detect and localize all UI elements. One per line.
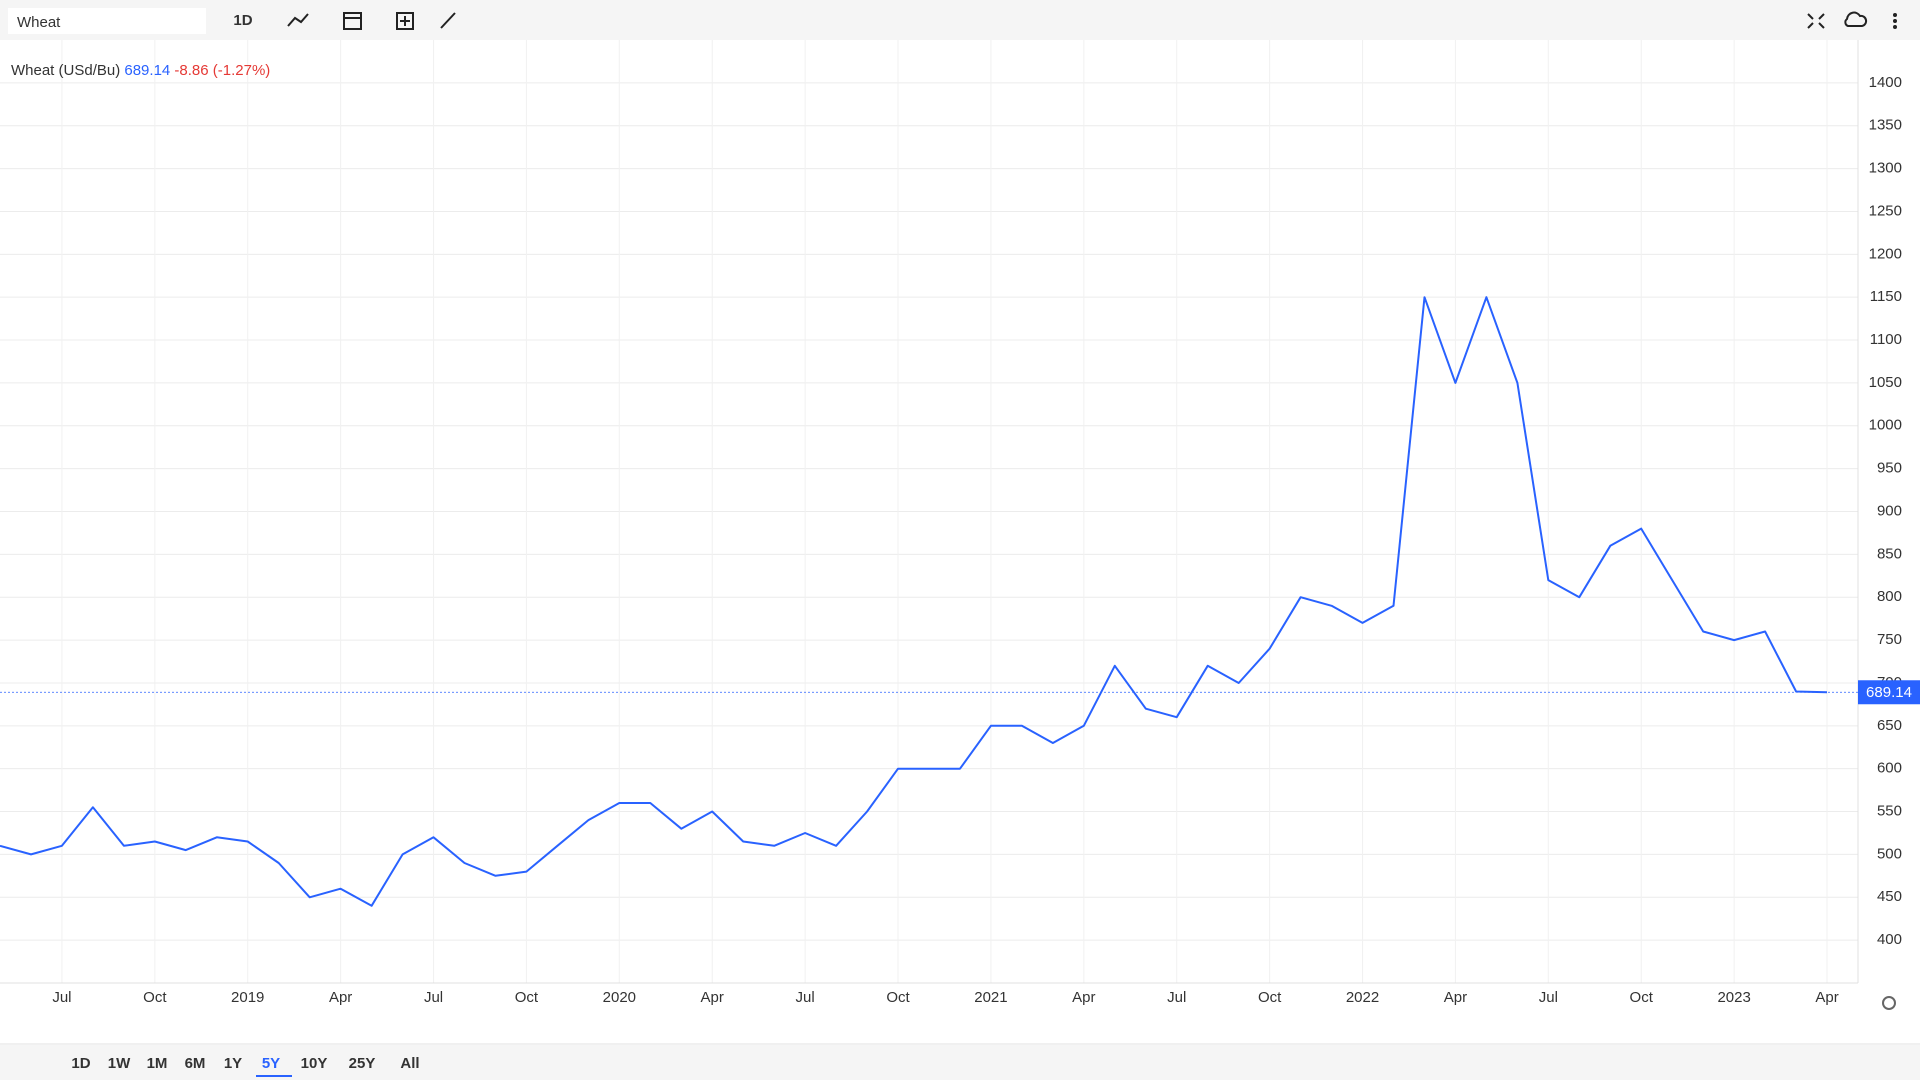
y-tick-label: 500 bbox=[1877, 845, 1902, 862]
range-button[interactable]: 5Y bbox=[262, 1055, 280, 1072]
x-tick-label: Oct bbox=[886, 989, 910, 1006]
y-tick-label: 1000 bbox=[1869, 417, 1902, 434]
x-tick-label: Jul bbox=[52, 989, 71, 1006]
range-button[interactable]: 1W bbox=[108, 1055, 131, 1072]
collapse-icon[interactable] bbox=[1807, 13, 1825, 29]
x-tick-label: Oct bbox=[1630, 989, 1654, 1006]
x-tick-label: Apr bbox=[1072, 989, 1095, 1006]
x-tick-label: Apr bbox=[1444, 989, 1467, 1006]
menu-icon[interactable] bbox=[1893, 13, 1897, 29]
range-button[interactable]: 10Y bbox=[301, 1055, 328, 1072]
y-tick-label: 850 bbox=[1877, 545, 1902, 562]
settings-icon[interactable] bbox=[1882, 996, 1896, 1010]
range-button[interactable]: 25Y bbox=[349, 1055, 376, 1072]
last-price-label: 689.14 bbox=[1866, 684, 1912, 701]
chart-type-icon[interactable] bbox=[287, 13, 309, 27]
y-tick-label: 1350 bbox=[1869, 117, 1902, 134]
x-tick-label: 2022 bbox=[1346, 989, 1379, 1006]
range-button[interactable]: 6M bbox=[185, 1055, 206, 1072]
calendar-icon[interactable] bbox=[343, 12, 362, 30]
y-tick-label: 750 bbox=[1877, 631, 1902, 648]
active-range-underline bbox=[256, 1075, 292, 1077]
y-tick-label: 400 bbox=[1877, 931, 1902, 948]
y-tick-label: 1200 bbox=[1869, 245, 1902, 262]
range-button[interactable]: 1Y bbox=[224, 1055, 242, 1072]
x-tick-label: Apr bbox=[1815, 989, 1838, 1006]
x-tick-label: Jul bbox=[796, 989, 815, 1006]
axes: 4004505005506006507007508008509009501000… bbox=[52, 74, 1920, 1006]
y-tick-label: 950 bbox=[1877, 460, 1902, 477]
x-tick-label: Oct bbox=[515, 989, 539, 1006]
interval-button[interactable]: 1D bbox=[233, 12, 252, 29]
add-icon[interactable] bbox=[396, 12, 414, 30]
price-line bbox=[0, 296, 1828, 907]
search-text[interactable]: Wheat bbox=[17, 14, 61, 31]
legend-change: -8.86 (-1.27%) bbox=[174, 62, 270, 79]
x-tick-label: 2021 bbox=[974, 989, 1007, 1006]
legend: Wheat (USd/Bu) 689.14 -8.86 (-1.27%) bbox=[11, 62, 270, 79]
y-tick-label: 900 bbox=[1877, 502, 1902, 519]
x-tick-label: Apr bbox=[701, 989, 724, 1006]
range-button[interactable]: 1D bbox=[71, 1055, 90, 1072]
y-tick-label: 1400 bbox=[1869, 74, 1902, 91]
y-tick-label: 1250 bbox=[1869, 202, 1902, 219]
x-tick-label: Jul bbox=[1539, 989, 1558, 1006]
legend-price: 689.14 bbox=[124, 62, 174, 79]
y-tick-label: 450 bbox=[1877, 888, 1902, 905]
range-button[interactable]: All bbox=[400, 1055, 419, 1072]
x-tick-label: Apr bbox=[329, 989, 352, 1006]
y-tick-label: 600 bbox=[1877, 760, 1902, 777]
grid bbox=[0, 40, 1859, 984]
toolbar bbox=[0, 0, 1920, 40]
x-tick-label: Oct bbox=[143, 989, 167, 1006]
y-tick-label: 1300 bbox=[1869, 160, 1902, 177]
last-price-tag bbox=[1858, 680, 1920, 705]
download-icon[interactable] bbox=[1844, 11, 1868, 27]
plot bbox=[0, 296, 1858, 907]
x-tick-label: Oct bbox=[1258, 989, 1282, 1006]
y-tick-label: 650 bbox=[1877, 717, 1902, 734]
x-tick-label: 2023 bbox=[1717, 989, 1750, 1006]
range-bar bbox=[0, 1045, 1920, 1080]
x-tick-label: 2020 bbox=[603, 989, 636, 1006]
draw-icon[interactable] bbox=[440, 12, 456, 29]
range-button[interactable]: 1M bbox=[147, 1055, 168, 1072]
x-tick-label: 2019 bbox=[231, 989, 264, 1006]
x-tick-label: Jul bbox=[424, 989, 443, 1006]
search-box[interactable] bbox=[8, 8, 206, 34]
legend-name: Wheat (USd/Bu) bbox=[11, 62, 124, 79]
x-tick-label: Jul bbox=[1167, 989, 1186, 1006]
y-tick-label: 1050 bbox=[1869, 374, 1902, 391]
y-tick-label: 1150 bbox=[1870, 288, 1902, 305]
y-tick-label: 1100 bbox=[1870, 331, 1902, 348]
y-tick-label: 550 bbox=[1877, 803, 1902, 820]
y-tick-label: 800 bbox=[1877, 588, 1902, 605]
